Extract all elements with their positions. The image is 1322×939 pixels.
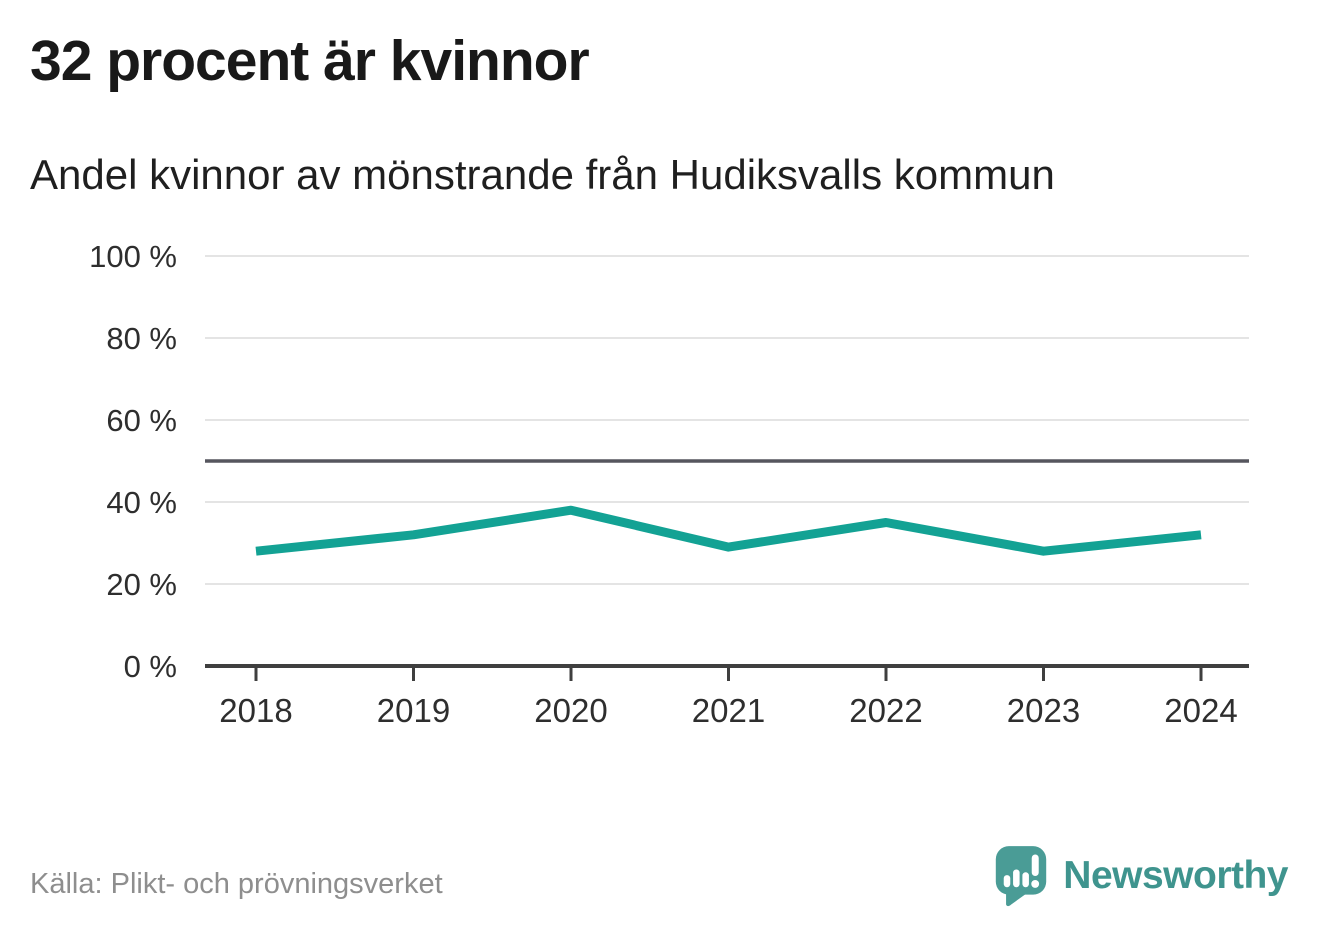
y-axis-tick-label: 80 % xyxy=(106,321,177,356)
exclamation-icon xyxy=(1031,854,1040,888)
newsworthy-logo: Newsworthy xyxy=(993,843,1288,909)
y-axis-tick-label: 40 % xyxy=(106,485,177,520)
x-axis-tick-label: 2020 xyxy=(534,692,607,729)
x-axis-tick-label: 2023 xyxy=(1007,692,1080,729)
y-axis-tick-label: 20 % xyxy=(106,567,177,602)
x-axis-tick-label: 2024 xyxy=(1164,692,1237,729)
brand-name: Newsworthy xyxy=(1063,854,1288,897)
data-line xyxy=(255,505,1202,556)
bar-chart-icon xyxy=(1004,869,1030,888)
x-axis-tick-label: 2019 xyxy=(377,692,450,729)
y-axis-tick-label: 100 % xyxy=(89,239,177,274)
x-axis-tick-label: 2022 xyxy=(849,692,922,729)
x-axis-tick-label: 2021 xyxy=(692,692,765,729)
x-axis-tick-label: 2018 xyxy=(219,692,292,729)
source-note: Källa: Plikt- och prövningsverket xyxy=(30,868,443,900)
page-title: 32 procent är kvinnor xyxy=(30,29,590,93)
y-axis-tick-label: 60 % xyxy=(106,403,177,438)
chart-subtitle: Andel kvinnor av mönstrande från Hudiksv… xyxy=(30,151,1055,198)
y-axis-tick-label: 0 % xyxy=(124,649,177,684)
newsworthy-logo-icon xyxy=(996,846,1047,907)
